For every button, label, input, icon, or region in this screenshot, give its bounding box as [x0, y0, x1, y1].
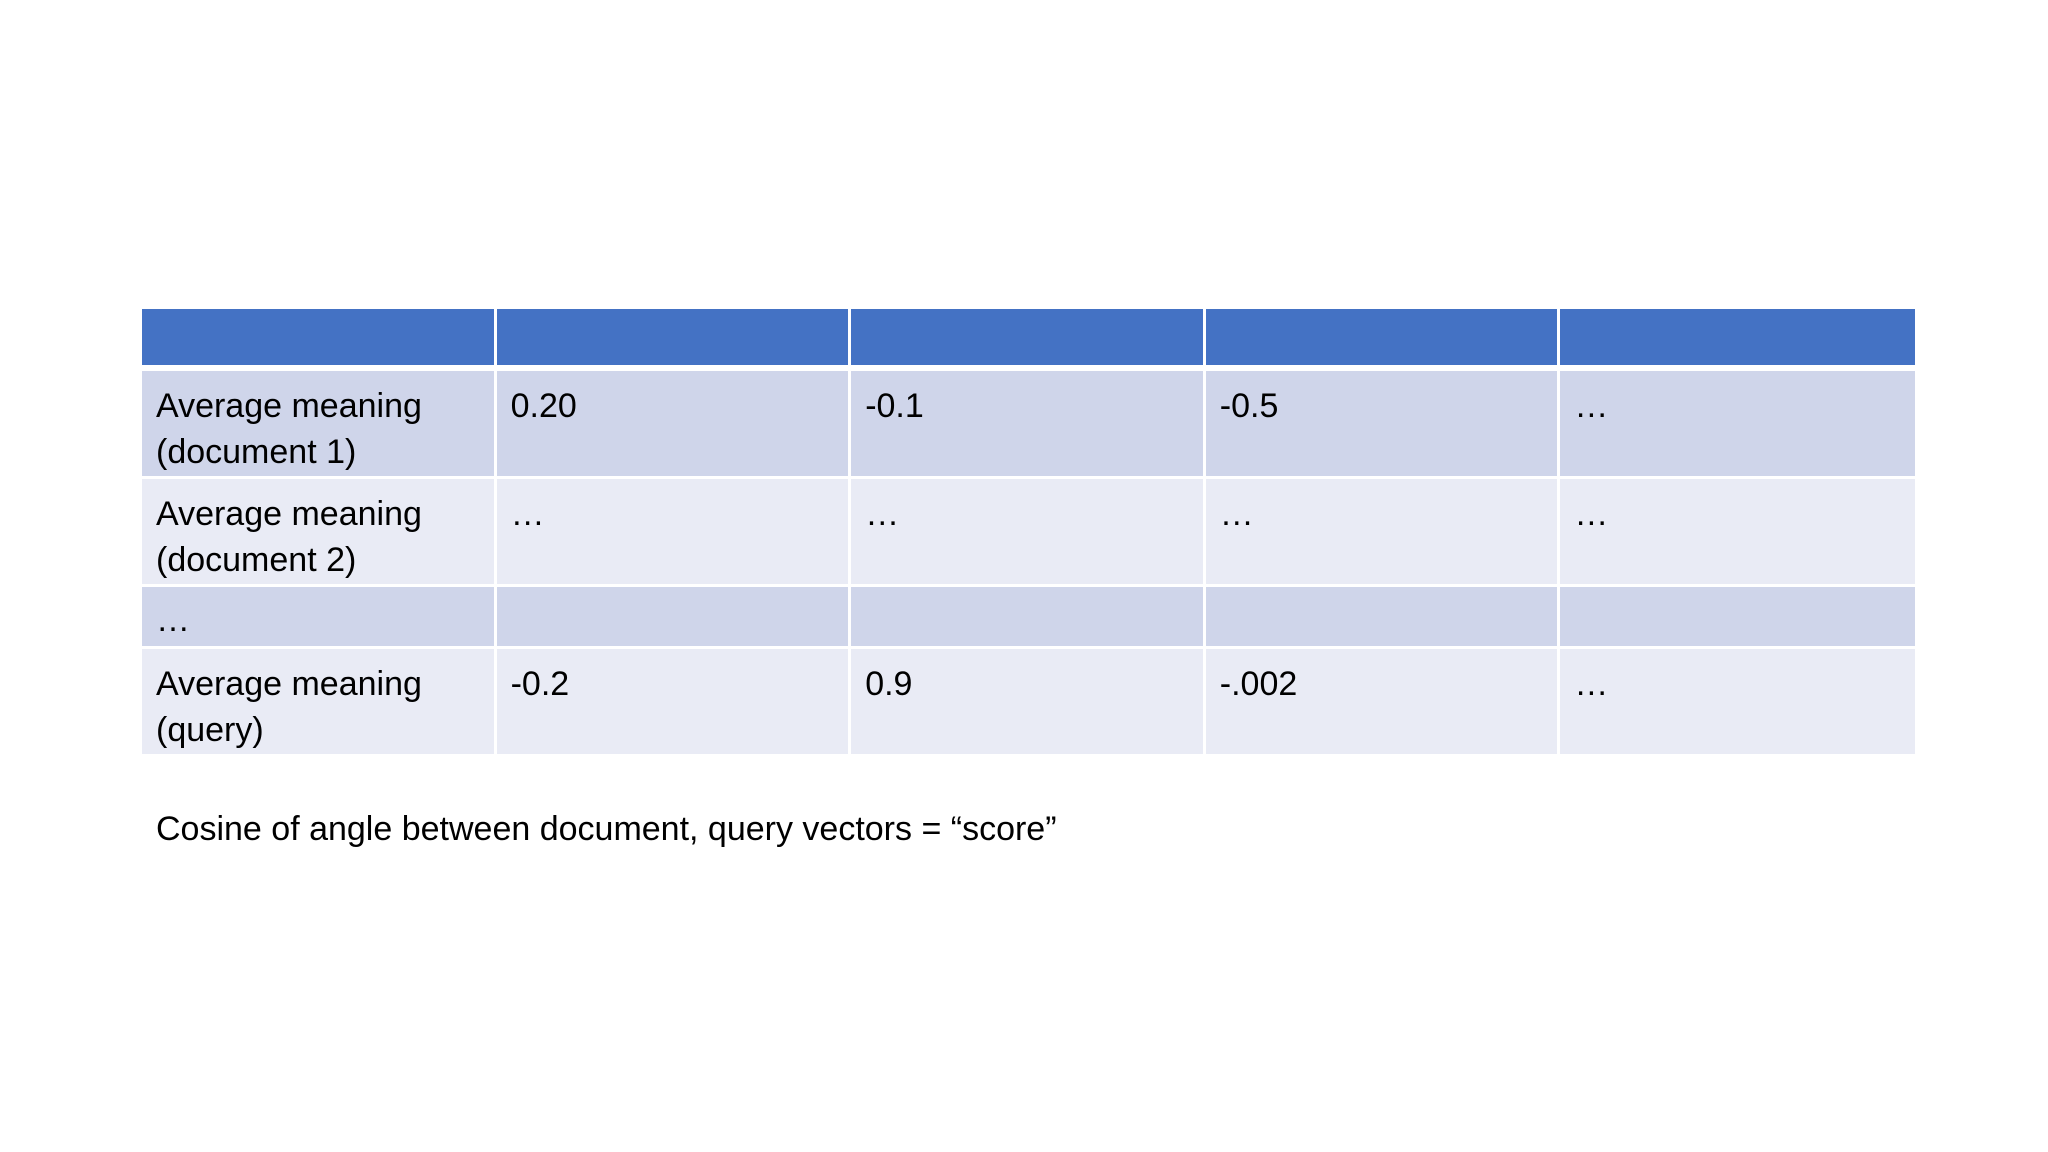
table-cell: -0.1 [851, 371, 1206, 479]
row-label: Average meaning (query) [142, 649, 497, 757]
table-row: Average meaning (document 2) … … … … [142, 479, 1915, 587]
header-cell [142, 309, 497, 371]
table-cell [496, 587, 852, 649]
table-cell: 0.9 [851, 649, 1206, 757]
table-cell: -.002 [1205, 649, 1561, 757]
table-header-row [142, 309, 1915, 371]
table-cell [851, 587, 1206, 649]
table-cell: … [1205, 479, 1561, 587]
table-cell: … [1560, 371, 1915, 479]
table-cell: … [851, 479, 1206, 587]
header-cell [496, 309, 852, 371]
table-row: … [142, 587, 1915, 649]
header-cell [1560, 309, 1915, 371]
header-cell [851, 309, 1206, 371]
table-cell: … [1560, 649, 1915, 757]
row-label: Average meaning (document 1) [142, 371, 497, 479]
table-row: Average meaning (document 1) 0.20 -0.1 -… [142, 371, 1915, 479]
caption-text: Cosine of angle between document, query … [156, 810, 1057, 848]
header-cell [1205, 309, 1561, 371]
table-cell [1205, 587, 1561, 649]
vector-table: Average meaning (document 1) 0.20 -0.1 -… [142, 309, 1915, 757]
table-cell: 0.20 [496, 371, 852, 479]
table-cell: … [1560, 479, 1915, 587]
table-cell: -0.2 [496, 649, 852, 757]
table-cell: -0.5 [1205, 371, 1561, 479]
table-cell [1560, 587, 1915, 649]
row-label: … [142, 587, 497, 649]
table-cell: … [496, 479, 852, 587]
table-row: Average meaning (query) -0.2 0.9 -.002 … [142, 649, 1915, 757]
row-label: Average meaning (document 2) [142, 479, 497, 587]
